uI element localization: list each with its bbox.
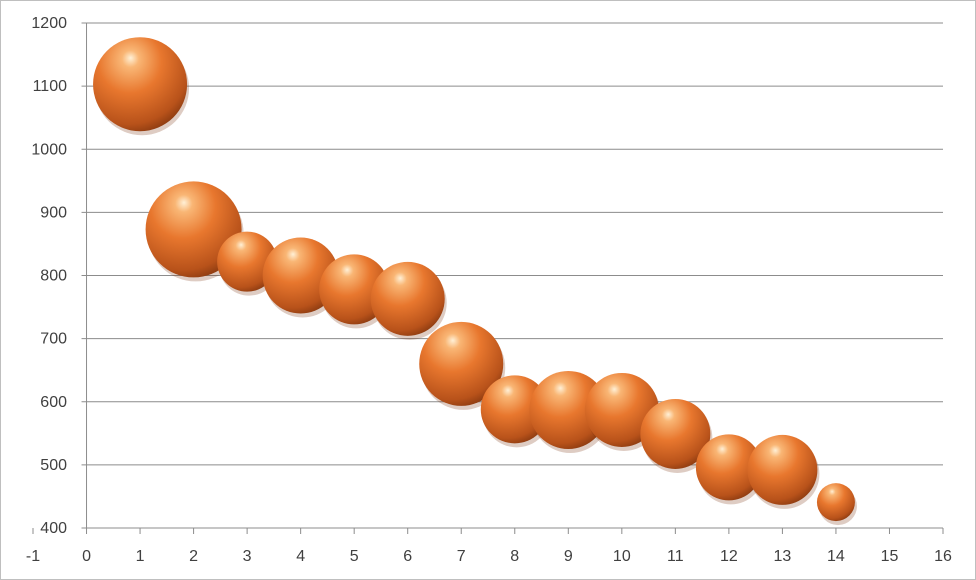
x-tick-label: 11 — [667, 548, 684, 565]
bubble — [370, 261, 447, 340]
bubble — [816, 483, 857, 526]
bubble-point-1 — [93, 37, 188, 132]
x-tick-label: 10 — [613, 548, 631, 565]
bubble-point-10 — [584, 372, 659, 447]
y-tick-label: 600 — [40, 394, 67, 411]
bubble-point-2 — [145, 181, 242, 278]
y-tick-labels: 400 500 600 700 800 900 1000 1100 1200 — [31, 15, 67, 537]
bubble — [93, 37, 190, 136]
y-tick-label: 400 — [40, 520, 67, 537]
x-tick-label: 7 — [457, 548, 466, 565]
y-tick-label: 800 — [40, 268, 67, 285]
bubble — [695, 434, 764, 505]
x-tick-label: 13 — [774, 548, 792, 565]
y-tick-label: 700 — [40, 331, 67, 348]
bubbles — [93, 37, 857, 526]
bubble — [480, 375, 551, 448]
x-tick-label: 16 — [934, 548, 952, 565]
x-tick-label: 9 — [564, 548, 573, 565]
y-tick-label: 900 — [40, 204, 67, 221]
bubble-point-6 — [370, 261, 445, 336]
bubble-point-9 — [529, 370, 608, 449]
x-tick-label: 0 — [82, 548, 91, 565]
y-tick-label: 1000 — [31, 141, 67, 158]
x-tick-label: 1 — [136, 548, 145, 565]
y-tick-label: 500 — [40, 457, 67, 474]
bubble-point-14 — [816, 483, 855, 522]
bubble — [747, 434, 820, 509]
x-tick-label: 14 — [827, 548, 845, 565]
bubble-point-3 — [217, 231, 278, 292]
x-tick-label: 3 — [243, 548, 252, 565]
y-tick-label: 1200 — [31, 15, 67, 32]
bubble-point-11 — [640, 398, 711, 469]
x-tick-label: -1 — [26, 548, 40, 565]
x-tick-label: 8 — [510, 548, 519, 565]
bubble — [419, 321, 506, 410]
x-tick-label: 6 — [403, 548, 412, 565]
bubble-point-8 — [480, 375, 549, 444]
x-tick-label: 2 — [189, 548, 198, 565]
x-tick-label: 4 — [296, 548, 305, 565]
x-tick-labels: -1 0 1 2 3 4 5 6 7 8 9 10 11 12 13 14 15 16 — [26, 548, 952, 565]
x-tick-label: 15 — [881, 548, 899, 565]
x-tick-label: 5 — [350, 548, 359, 565]
bubble-point-12 — [695, 434, 762, 501]
y-tick-label: 1100 — [33, 78, 68, 95]
bubble — [640, 398, 713, 473]
axes — [32, 22, 944, 534]
bubble-point-13 — [747, 434, 818, 505]
x-tick-label: 12 — [720, 548, 738, 565]
bubble-point-7 — [419, 321, 504, 406]
